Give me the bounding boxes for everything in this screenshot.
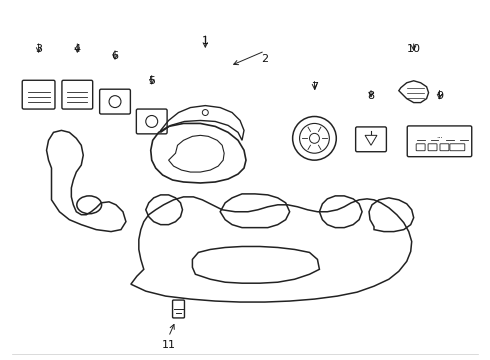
Text: 4: 4: [74, 44, 81, 54]
Text: 7: 7: [311, 82, 318, 92]
Text: 11: 11: [162, 340, 175, 350]
Text: 2: 2: [261, 54, 269, 64]
Text: 6: 6: [112, 51, 119, 61]
Text: 9: 9: [436, 91, 443, 101]
Text: 10: 10: [407, 44, 421, 54]
Text: 3: 3: [35, 44, 42, 54]
Text: ...: ...: [436, 133, 443, 139]
Text: 5: 5: [148, 76, 155, 86]
Text: 1: 1: [202, 36, 209, 46]
Text: 8: 8: [368, 91, 374, 101]
